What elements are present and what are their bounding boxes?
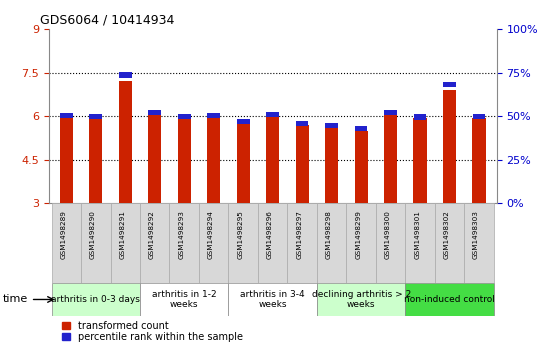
- Bar: [258, 203, 287, 283]
- Text: GSM1498299: GSM1498299: [355, 210, 361, 258]
- Text: declining arthritis > 2
weeks: declining arthritis > 2 weeks: [312, 290, 411, 309]
- Bar: [317, 203, 347, 283]
- Bar: [406, 283, 494, 316]
- Text: GSM1498300: GSM1498300: [384, 210, 390, 258]
- Bar: [111, 203, 140, 283]
- Bar: [119, 81, 132, 203]
- Bar: [140, 283, 228, 316]
- Bar: [207, 116, 220, 203]
- Bar: [228, 283, 317, 316]
- Bar: [376, 203, 406, 283]
- Bar: [266, 115, 279, 203]
- Bar: [464, 203, 494, 283]
- Text: non-induced control: non-induced control: [404, 295, 495, 304]
- Bar: [296, 121, 308, 126]
- Bar: [326, 123, 338, 129]
- Bar: [237, 123, 250, 203]
- Bar: [355, 131, 368, 203]
- Bar: [178, 118, 191, 203]
- Bar: [90, 114, 102, 119]
- Legend: transformed count, percentile rank within the sample: transformed count, percentile rank withi…: [63, 321, 243, 342]
- Bar: [443, 82, 456, 87]
- Text: arthritis in 3-4
weeks: arthritis in 3-4 weeks: [240, 290, 305, 309]
- Bar: [237, 119, 249, 124]
- Bar: [170, 203, 199, 283]
- Bar: [266, 112, 279, 117]
- Bar: [89, 115, 103, 203]
- Bar: [406, 203, 435, 283]
- Text: arthritis in 0-3 days: arthritis in 0-3 days: [51, 295, 140, 304]
- Bar: [140, 203, 170, 283]
- Text: GSM1498301: GSM1498301: [414, 210, 420, 258]
- Text: GDS6064 / 10414934: GDS6064 / 10414934: [39, 13, 174, 26]
- Bar: [148, 110, 161, 115]
- Text: GSM1498289: GSM1498289: [60, 210, 66, 258]
- Text: GSM1498302: GSM1498302: [444, 210, 450, 258]
- Bar: [81, 203, 111, 283]
- Text: GSM1498294: GSM1498294: [208, 210, 214, 258]
- Bar: [60, 113, 72, 118]
- Text: GSM1498290: GSM1498290: [90, 210, 96, 258]
- Bar: [414, 118, 427, 203]
- Bar: [472, 118, 486, 203]
- Bar: [435, 203, 464, 283]
- Bar: [443, 90, 456, 203]
- Text: GSM1498295: GSM1498295: [237, 210, 243, 258]
- Bar: [228, 203, 258, 283]
- Text: time: time: [3, 294, 28, 305]
- Bar: [178, 114, 191, 119]
- Text: arthritis in 1-2
weeks: arthritis in 1-2 weeks: [152, 290, 217, 309]
- Text: GSM1498296: GSM1498296: [267, 210, 273, 258]
- Bar: [59, 116, 73, 203]
- Text: GSM1498291: GSM1498291: [119, 210, 125, 258]
- Bar: [384, 110, 397, 115]
- Bar: [414, 114, 427, 120]
- Bar: [51, 283, 140, 316]
- Bar: [295, 125, 309, 203]
- Bar: [384, 113, 397, 203]
- Bar: [355, 126, 367, 131]
- Bar: [119, 72, 132, 78]
- Bar: [199, 203, 228, 283]
- Bar: [347, 203, 376, 283]
- Bar: [207, 113, 220, 118]
- Bar: [148, 114, 161, 203]
- Text: GSM1498292: GSM1498292: [148, 210, 155, 258]
- Bar: [325, 128, 338, 203]
- Text: GSM1498298: GSM1498298: [326, 210, 332, 258]
- Bar: [473, 114, 485, 119]
- Bar: [51, 203, 81, 283]
- Bar: [317, 283, 406, 316]
- Text: GSM1498303: GSM1498303: [473, 210, 479, 258]
- Text: GSM1498297: GSM1498297: [296, 210, 302, 258]
- Text: GSM1498293: GSM1498293: [178, 210, 184, 258]
- Bar: [287, 203, 317, 283]
